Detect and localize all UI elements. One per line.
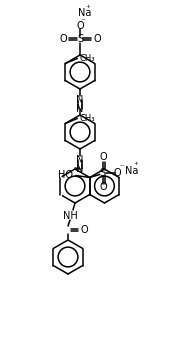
Text: N: N [76,104,84,114]
Text: ⁺: ⁺ [133,161,138,170]
Text: O: O [100,183,108,193]
Text: Na: Na [125,166,138,176]
Text: O: O [100,153,108,162]
Text: HO: HO [58,171,73,181]
Text: N: N [76,164,84,174]
Text: CH₃: CH₃ [79,54,95,63]
Text: O: O [59,34,67,44]
Text: O: O [76,21,84,31]
Text: S: S [77,34,83,44]
Text: N: N [76,95,84,105]
Text: NH: NH [63,211,77,221]
Text: ⁺: ⁺ [86,4,90,12]
Text: CH₃: CH₃ [79,114,95,123]
Text: O: O [93,34,101,44]
Text: S: S [100,167,106,177]
Text: O: O [80,225,88,235]
Text: N: N [76,155,84,165]
Text: O: O [114,167,121,177]
Text: ⁻: ⁻ [119,163,124,172]
Text: Na: Na [78,8,91,18]
Text: ⁻: ⁻ [81,17,85,27]
